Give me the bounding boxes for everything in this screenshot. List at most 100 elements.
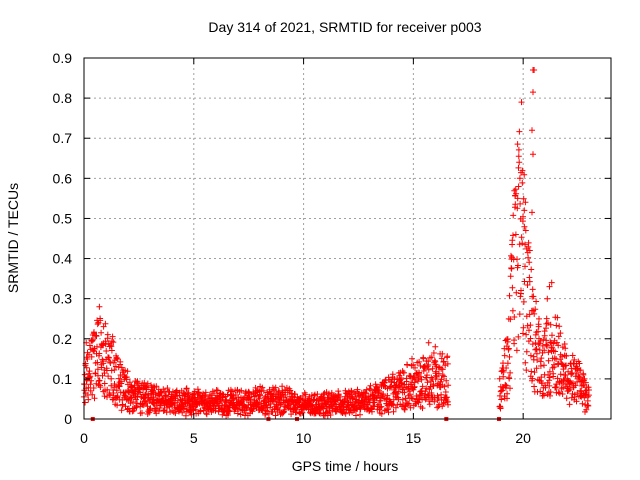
- data-point: [529, 209, 535, 216]
- data-point: [95, 319, 102, 326]
- data-points: [80, 67, 592, 421]
- data-point: [113, 354, 120, 361]
- data-point: [422, 388, 429, 395]
- data-point: [585, 387, 592, 393]
- data-point: [514, 141, 521, 148]
- data-point: [108, 338, 115, 345]
- data-point: [532, 331, 539, 338]
- data-point: [514, 195, 521, 202]
- data-point: [384, 392, 391, 399]
- data-point: [520, 195, 527, 202]
- data-point: [90, 385, 97, 391]
- data-point: [95, 378, 102, 384]
- data-point: [404, 362, 411, 368]
- data-point: [507, 385, 513, 392]
- data-point: [380, 391, 387, 398]
- data-point: [546, 374, 553, 381]
- y-tick-label: 0.9: [53, 50, 73, 66]
- data-point: [424, 379, 431, 386]
- data-point: [504, 395, 510, 402]
- data-point: [520, 298, 527, 305]
- data-point: [104, 386, 111, 393]
- data-point: [533, 365, 540, 372]
- data-point: [90, 336, 97, 343]
- data-point: [108, 382, 115, 389]
- data-point: [85, 396, 92, 403]
- data-point: [424, 372, 430, 379]
- data-point: [562, 372, 569, 379]
- ticks: 0 0.1 0.2 0.3 0.4 0.5 0.6 0.7 0.8 0.9 0 5 10 15 20: [53, 50, 611, 446]
- data-point: [544, 295, 551, 302]
- data-point: [418, 373, 424, 380]
- data-point: [519, 240, 526, 247]
- data-point: [541, 362, 547, 369]
- data-point: [527, 352, 534, 359]
- data-point: [106, 354, 112, 361]
- y-tick-label: 0.4: [53, 251, 73, 267]
- data-point: [531, 67, 538, 73]
- data-point: [527, 335, 534, 342]
- data-point: [111, 367, 118, 373]
- data-point: [432, 358, 439, 365]
- data-point: [520, 213, 526, 220]
- data-point: [430, 350, 437, 356]
- data-point: [524, 282, 531, 288]
- data-point: [445, 401, 451, 408]
- data-point: [443, 394, 450, 401]
- y-tick-label: 0.6: [53, 170, 73, 186]
- data-point: [327, 412, 334, 418]
- data-point: [526, 327, 532, 334]
- data-point: [425, 339, 432, 346]
- data-point: [441, 383, 448, 390]
- data-point: [426, 401, 433, 408]
- data-point: [433, 373, 440, 380]
- data-point: [84, 356, 91, 362]
- x-tick-label: 15: [406, 430, 422, 446]
- data-point: [540, 336, 547, 343]
- data-point: [108, 343, 115, 350]
- x-tick-label: 5: [190, 430, 198, 446]
- data-point: [582, 379, 589, 386]
- data-point: [517, 200, 524, 207]
- data-point: [547, 389, 554, 395]
- data-point: [549, 344, 556, 351]
- data-point: [528, 266, 535, 273]
- data-point: [354, 386, 361, 393]
- data-point: [420, 354, 427, 361]
- data-point: [538, 374, 545, 381]
- data-point: [158, 390, 165, 396]
- data-point: [571, 394, 578, 400]
- data-point: [503, 382, 510, 389]
- data-point: [521, 278, 528, 285]
- data-point: [532, 306, 539, 313]
- data-point: [544, 342, 551, 349]
- data-point: [553, 339, 560, 346]
- data-point: [357, 411, 363, 418]
- data-point: [560, 384, 567, 391]
- data-point: [108, 347, 115, 354]
- data-point: [547, 321, 554, 328]
- data-point: [267, 404, 274, 411]
- data-point: [541, 347, 548, 354]
- data-point: [395, 388, 402, 395]
- data-point: [260, 387, 267, 394]
- data-point: [583, 406, 590, 413]
- data-point: [521, 207, 528, 214]
- data-point: [515, 262, 521, 269]
- data-point: [580, 371, 587, 378]
- data-point: [419, 390, 426, 397]
- data-point: [435, 370, 442, 377]
- data-point: [191, 388, 198, 395]
- data-point: [259, 384, 266, 391]
- data-point: [518, 287, 524, 294]
- data-point: [557, 371, 564, 378]
- data-point: [377, 404, 384, 411]
- data-point: [440, 400, 447, 407]
- data-point: [543, 315, 550, 322]
- data-point: [522, 199, 529, 206]
- data-point: [112, 363, 119, 370]
- data-point: [509, 307, 516, 314]
- data-point: [569, 352, 576, 359]
- data-point: [518, 99, 525, 106]
- data-point: [518, 234, 525, 241]
